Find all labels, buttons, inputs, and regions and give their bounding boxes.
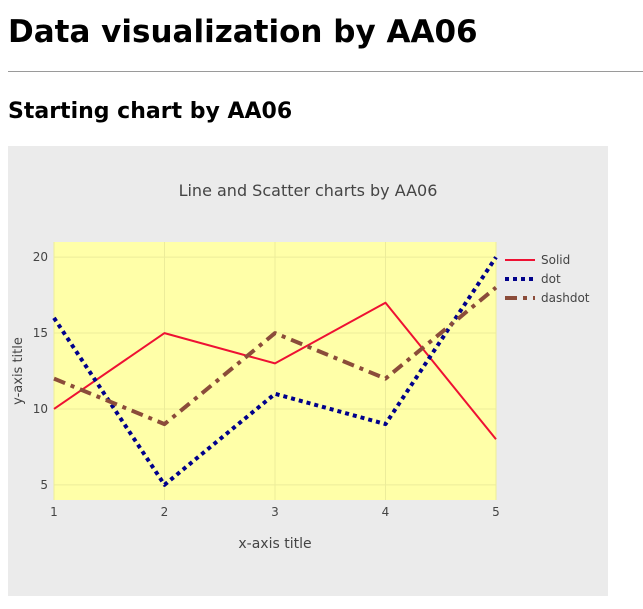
section-title: Starting chart by AA06 <box>8 99 293 124</box>
x-tick-label: 3 <box>271 505 279 519</box>
x-axis-title: x-axis title <box>238 536 311 552</box>
x-axis-ticks: 1 2 3 4 5 <box>50 505 500 519</box>
x-tick-label: 1 <box>50 505 58 519</box>
page-title: Data visualization by AA06 <box>8 14 478 50</box>
x-tick-label: 2 <box>161 505 169 519</box>
legend[interactable]: Solid dot dashdot <box>505 253 590 305</box>
chart-title: Line and Scatter charts by AA06 <box>179 181 438 200</box>
y-tick-label: 15 <box>33 326 48 340</box>
series-line-dashdot[interactable] <box>53 285 498 427</box>
x-tick-label: 5 <box>492 505 500 519</box>
y-tick-label: 10 <box>33 402 48 416</box>
y-axis-title: y-axis title <box>11 337 26 405</box>
y-axis-ticks: 5 10 15 20 <box>33 250 48 492</box>
divider <box>8 71 643 72</box>
chart-container[interactable]: 1 2 3 4 5 5 10 15 20 Line and Scatter charts by… <box>8 146 608 596</box>
legend-label[interactable]: dashdot <box>541 291 590 305</box>
legend-label[interactable]: dot <box>541 272 561 286</box>
legend-label[interactable]: Solid <box>541 253 570 267</box>
series-lines <box>52 256 498 487</box>
y-tick-label: 5 <box>40 478 48 492</box>
x-tick-label: 4 <box>382 505 390 519</box>
y-tick-label: 20 <box>33 250 48 264</box>
line-chart[interactable]: 1 2 3 4 5 5 10 15 20 Line and Scatter charts by… <box>8 146 608 596</box>
